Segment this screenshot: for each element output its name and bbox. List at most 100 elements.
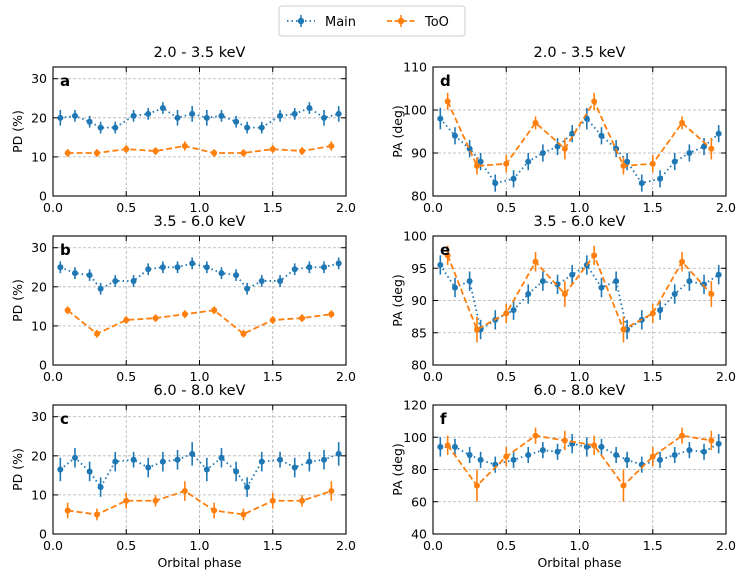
data-point	[258, 277, 265, 284]
data-point	[86, 468, 93, 475]
legend-frame	[278, 5, 466, 37]
data-point	[620, 482, 627, 489]
data-point	[561, 145, 568, 152]
data-point	[211, 307, 218, 314]
data-point	[451, 284, 458, 291]
data-point	[123, 146, 130, 153]
x-tick-label: 1.0	[570, 369, 590, 384]
x-tick-label: 2.0	[336, 200, 356, 215]
series-too	[444, 427, 715, 502]
panel-letter: c	[60, 410, 69, 428]
data-point	[335, 260, 342, 267]
data-point	[93, 330, 100, 337]
data-point	[123, 497, 130, 504]
panel-letter: a	[60, 72, 70, 90]
data-point	[258, 458, 265, 465]
data-point	[715, 271, 722, 278]
data-point	[554, 448, 561, 455]
panel-title: 6.0 - 8.0 keV	[534, 383, 626, 399]
data-point	[708, 291, 715, 298]
data-point	[451, 132, 458, 139]
data-point	[657, 307, 664, 314]
y-tick-label: 110	[403, 60, 427, 75]
series-main	[57, 442, 342, 497]
y-tick-label: 60	[411, 494, 427, 509]
data-point	[686, 447, 693, 454]
legend: Main ToO	[278, 5, 466, 37]
data-point	[679, 258, 686, 265]
data-point	[591, 442, 598, 449]
data-point	[532, 119, 539, 126]
data-point	[269, 146, 276, 153]
x-tick-label: 1.5	[263, 200, 283, 215]
data-point	[181, 142, 188, 149]
x-tick-label: 0.0	[43, 369, 63, 384]
data-point	[539, 278, 546, 285]
data-point	[657, 175, 664, 182]
data-point	[218, 454, 225, 461]
data-point	[591, 98, 598, 105]
series-line	[446, 99, 712, 167]
data-point	[715, 440, 722, 447]
panel-title: 6.0 - 8.0 keV	[154, 383, 246, 399]
axes-frame	[52, 235, 347, 366]
data-point	[510, 307, 517, 314]
y-tick-label: 85	[411, 325, 427, 340]
data-point	[649, 160, 656, 167]
data-point	[203, 114, 210, 121]
data-point	[561, 291, 568, 298]
data-point	[291, 464, 298, 471]
data-point	[211, 150, 218, 156]
data-point	[64, 307, 71, 314]
data-point	[701, 143, 708, 150]
y-tick-label: 100	[403, 430, 427, 445]
data-point	[598, 284, 605, 291]
data-point	[701, 448, 708, 455]
y-axis-label: PA (deg)	[390, 105, 405, 158]
data-point	[473, 482, 480, 489]
data-point	[525, 291, 532, 298]
data-point	[244, 124, 251, 131]
data-point	[211, 507, 218, 514]
legend-entry-main: Main	[287, 15, 356, 30]
data-point	[335, 110, 342, 117]
x-axis-label: Orbital phase	[537, 555, 621, 570]
y-tick-label: 0	[39, 527, 47, 542]
data-point	[671, 451, 678, 458]
series-line	[67, 490, 332, 516]
axes-frame	[52, 66, 347, 197]
data-point	[174, 264, 181, 271]
y-tick-label: 100	[403, 103, 427, 118]
data-point	[598, 132, 605, 139]
data-point	[57, 264, 64, 271]
data-point	[679, 119, 686, 126]
x-tick-label: 2.0	[716, 538, 736, 553]
x-tick-label: 0.5	[116, 369, 136, 384]
data-point	[532, 432, 539, 439]
data-point	[473, 326, 480, 333]
data-point	[554, 143, 561, 150]
y-tick-label: 10	[31, 487, 47, 502]
data-point	[613, 451, 620, 458]
data-point	[532, 258, 539, 265]
chart-panel-a: 0.0 0.5 1.0 1.5 2.0 0 10 20 30 2.0 - 3.5 keV a PD (…	[10, 45, 356, 215]
data-point	[123, 317, 130, 324]
data-point	[437, 443, 444, 450]
data-point	[291, 266, 298, 273]
data-point	[503, 310, 510, 317]
y-axis-label: PA (deg)	[390, 274, 405, 327]
data-point	[591, 252, 598, 259]
data-point	[64, 507, 71, 514]
data-point	[159, 264, 166, 271]
data-point	[269, 317, 276, 324]
x-tick-label: 1.0	[570, 200, 590, 215]
series-too	[64, 306, 335, 338]
data-point	[277, 456, 284, 463]
panel-letter: f	[440, 410, 447, 428]
data-point	[620, 162, 627, 169]
data-point	[86, 272, 93, 279]
data-point	[525, 158, 532, 165]
data-point	[657, 456, 664, 463]
x-tick-label: 1.0	[570, 538, 590, 553]
